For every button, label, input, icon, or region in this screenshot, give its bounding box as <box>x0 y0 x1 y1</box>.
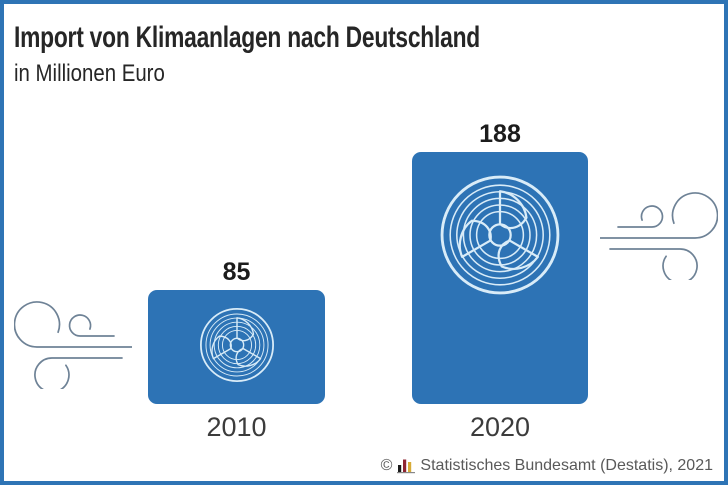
page-title: Import von Klimaanlagen nach Deutschland <box>14 20 627 56</box>
fan-icon <box>199 307 275 383</box>
page-subtitle-text: in Millionen Euro <box>14 60 165 87</box>
page-title-text: Import von Klimaanlagen nach Deutschland <box>14 21 480 54</box>
axis-label-2020: 2020 <box>469 412 531 442</box>
destatis-logo-icon <box>397 459 416 474</box>
bar-value-2010: 85 <box>222 258 251 286</box>
axis-label-2010: 2010 <box>206 412 267 442</box>
copyright-symbol: © <box>380 457 393 474</box>
wind-icon-left <box>11 301 135 389</box>
page-subtitle: in Millionen Euro <box>14 60 191 88</box>
fan-icon <box>439 174 561 296</box>
bar-value-2020: 188 <box>479 120 521 148</box>
bar-2010: 85 2010 <box>148 259 325 441</box>
bar-2020: 188 2020 <box>412 121 588 441</box>
source-attribution: © Statistisches Bundesamt (Destatis), 20… <box>381 456 713 476</box>
wind-icon-right <box>600 192 718 280</box>
source-text: Statistisches Bundesamt (Destatis), 2021 <box>420 457 713 474</box>
